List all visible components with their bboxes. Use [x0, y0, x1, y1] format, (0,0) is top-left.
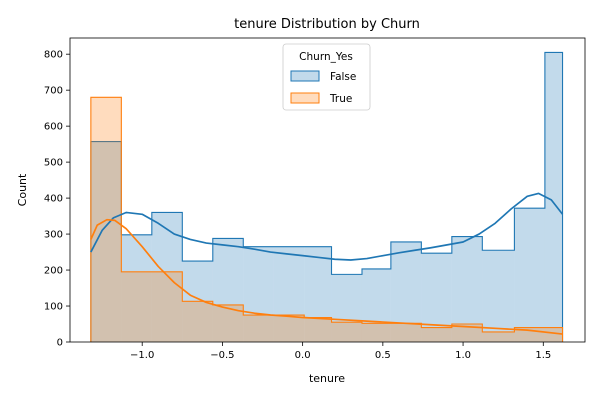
bar-false — [361, 268, 391, 342]
chart-title: tenure Distribution by Churn — [234, 17, 420, 32]
x-tick-label: −0.5 — [210, 350, 234, 361]
legend-swatch-true — [290, 92, 320, 104]
bar-false — [273, 246, 305, 342]
y-tick-label: 700 — [44, 86, 63, 97]
bar-false — [151, 212, 183, 342]
x-tick-label: 0.0 — [295, 350, 311, 361]
x-tick-label: 1.0 — [455, 350, 471, 361]
x-tick-label: −1.0 — [130, 350, 154, 361]
x-tick-label: 1.5 — [535, 350, 551, 361]
bar-false — [304, 246, 332, 342]
x-tick-label: 0.5 — [375, 350, 391, 361]
x-axis: −1.0 −0.5 0.0 0.5 1.0 1.5 — [130, 342, 551, 361]
x-axis-label: tenure — [309, 372, 345, 385]
plot-area — [69, 37, 586, 343]
y-axis: 0 100 200 300 400 500 600 700 800 — [44, 50, 70, 349]
bar-true — [421, 327, 452, 342]
y-tick-label: 300 — [44, 230, 63, 241]
y-tick-label: 500 — [44, 158, 63, 169]
bar-true — [451, 324, 483, 342]
legend-swatch-false — [290, 70, 320, 82]
legend-label-true: True — [329, 93, 352, 105]
legend: Churn_Yes False True — [282, 43, 371, 111]
y-tick-label: 600 — [44, 122, 63, 133]
bar-false — [212, 238, 244, 342]
bar-true — [361, 323, 391, 342]
y-tick-label: 400 — [44, 194, 63, 205]
bar-true — [331, 322, 362, 342]
bar-true — [243, 315, 274, 342]
bar-false — [514, 208, 545, 342]
bar-true — [121, 271, 152, 342]
bar-true — [273, 315, 305, 342]
kde-line-false — [90, 192, 564, 261]
step-outline-false — [90, 51, 564, 342]
legend-label-false: False — [330, 71, 356, 83]
bar-false — [331, 274, 362, 342]
bar-false — [243, 246, 274, 342]
bar-false — [544, 52, 563, 342]
bar-true — [544, 327, 563, 342]
y-tick-label: 200 — [44, 266, 63, 277]
bar-true — [482, 331, 515, 342]
bar-false — [390, 241, 422, 342]
legend-title: Churn_Yes — [299, 51, 353, 63]
y-tick-label: 0 — [57, 338, 63, 349]
bar-true — [151, 271, 183, 342]
y-axis-label: Count — [16, 173, 29, 206]
kde-line-true — [90, 218, 563, 335]
axes-frame — [69, 37, 586, 343]
bar-true — [304, 317, 332, 342]
bar-true — [390, 323, 422, 342]
bar-false — [482, 250, 515, 342]
y-tick-label: 800 — [44, 50, 63, 61]
bar-true — [182, 301, 213, 342]
y-tick-label: 100 — [44, 302, 63, 313]
